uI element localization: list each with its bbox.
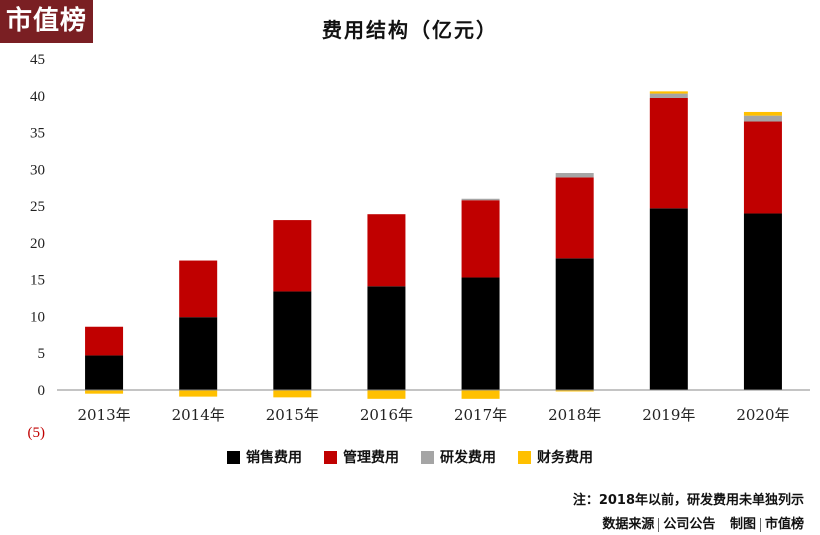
legend-swatch [421, 450, 434, 464]
bar-segment [85, 326, 124, 356]
bar-segment [743, 121, 782, 214]
source-value: 公司公告 [663, 517, 716, 532]
bar-segment [649, 97, 688, 209]
bar-segment [273, 390, 312, 398]
bar-segment [649, 93, 688, 98]
y-tick-label: 30 [30, 162, 45, 178]
y-tick-label: 45 [30, 52, 45, 68]
legend-item: 销售费用 [227, 447, 302, 467]
legend-label: 研发费用 [440, 450, 496, 466]
x-tick-label: 2017年 [454, 406, 507, 424]
bar-segment [461, 390, 500, 399]
footnote: 注：2018年以前，研发费用未单独列示 [572, 493, 804, 508]
bar-segment [179, 317, 218, 390]
x-tick-label: 2020年 [736, 406, 789, 424]
bar-segment [461, 200, 500, 278]
bar-segment [179, 260, 218, 318]
bar-segment [555, 173, 594, 178]
source-label: 数据来源 [602, 517, 655, 532]
bar-segment [743, 115, 782, 122]
y-tick-label: 5 [38, 346, 46, 362]
x-tick-label: 2014年 [172, 406, 225, 424]
legend-swatch [324, 450, 337, 464]
legend-item: 研发费用 [421, 447, 496, 467]
x-tick-label: 2018年 [548, 406, 601, 424]
separator [759, 517, 761, 532]
chart-legend: 销售费用 管理费用 研发费用 财务费用 [0, 447, 820, 467]
y-tick-label: 0 [38, 383, 46, 399]
brand-logo: 市值榜 [0, 0, 93, 43]
legend-label: 销售费用 [246, 450, 302, 466]
x-tick-label: 2013年 [77, 406, 130, 424]
bar-segment [367, 214, 406, 287]
bar-segment [273, 220, 312, 292]
x-tick-label: 2016年 [360, 406, 413, 424]
legend-label: 财务费用 [537, 450, 593, 466]
x-tick-label: 2019年 [642, 406, 695, 424]
bar-segment [367, 390, 406, 399]
y-tick-label: 35 [30, 126, 45, 142]
bar-segment [273, 291, 312, 390]
chart-title: 费用结构（亿元） [322, 18, 498, 42]
separator [658, 517, 660, 532]
legend-swatch [518, 450, 531, 464]
maker-label: 制图 [729, 517, 756, 532]
source-line: 数据来源 公司公告 制图 市值榜 [602, 513, 804, 532]
x-tick-label: 2015年 [266, 406, 319, 424]
y-tick-label: 10 [30, 309, 45, 325]
y-tick-label: 20 [30, 236, 45, 252]
bar-segment [179, 390, 218, 397]
bar-segment [743, 213, 782, 390]
legend-swatch [227, 450, 240, 464]
legend-label: 管理费用 [343, 450, 399, 466]
bar-segment [555, 390, 594, 392]
y-tick-label: 15 [30, 273, 45, 289]
bar-segment [649, 208, 688, 390]
maker-value: 市值榜 [764, 517, 804, 532]
y-tick-label: (5) [28, 425, 46, 441]
bar-segment [461, 198, 500, 201]
bar-segment [85, 390, 124, 394]
bar-segment [555, 177, 594, 259]
bar-segment [555, 258, 594, 390]
bar-segment [461, 277, 500, 390]
bar-segment [85, 355, 124, 390]
legend-item: 管理费用 [324, 447, 399, 467]
bar-segment [367, 286, 406, 390]
legend-item: 财务费用 [518, 447, 593, 467]
bar-segment [649, 91, 688, 94]
y-tick-label: 25 [30, 199, 45, 215]
y-tick-label: 40 [30, 89, 45, 105]
bar-segment [743, 111, 782, 116]
